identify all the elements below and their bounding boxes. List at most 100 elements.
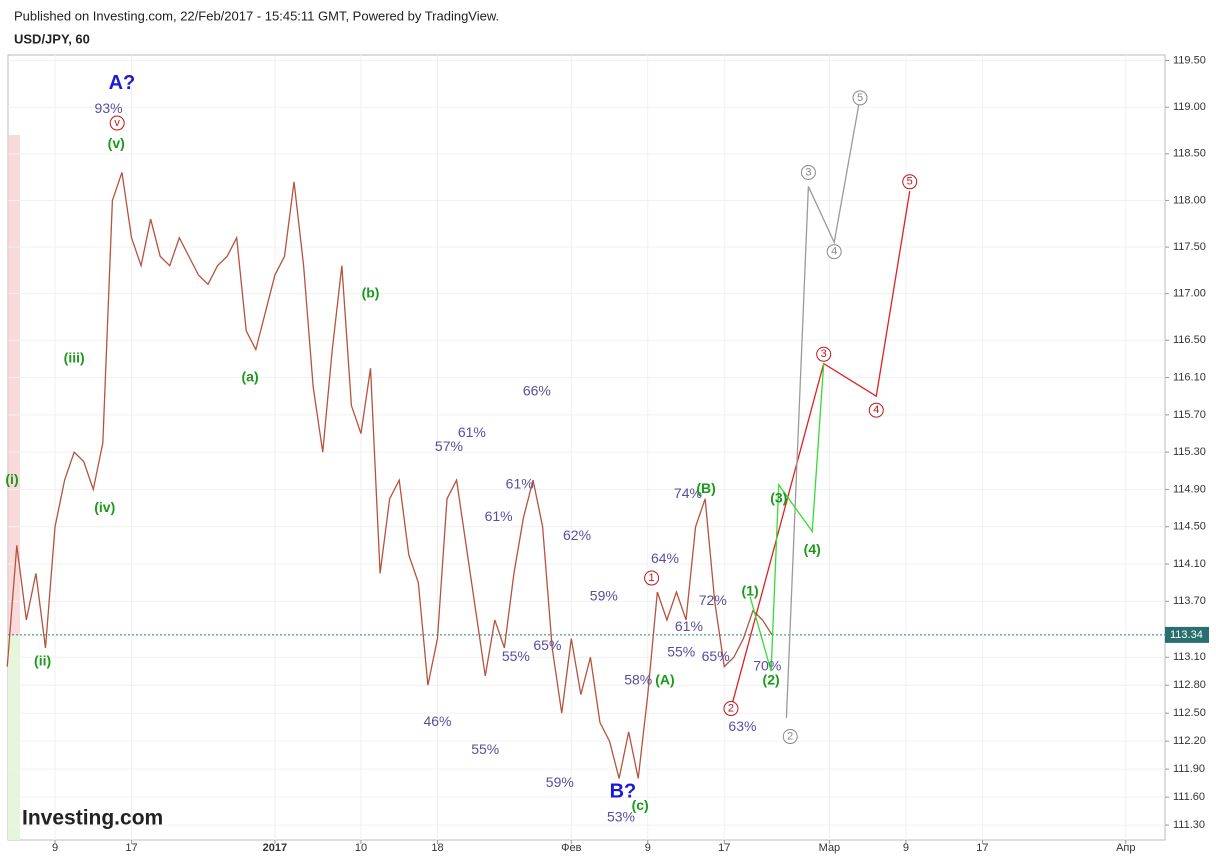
y-tick-label: 116.10: [1173, 371, 1206, 383]
y-tick-label: 113.10: [1173, 651, 1206, 663]
x-tick-label: 2017: [263, 842, 287, 854]
y-tick-label: 118.50: [1173, 148, 1206, 160]
annotation: (3): [770, 489, 787, 505]
y-tick-label: 119.50: [1173, 55, 1206, 67]
annotation: (4): [804, 541, 821, 557]
annotation: (1): [742, 583, 759, 599]
annotation: 62%: [563, 527, 591, 543]
x-tick-label: 9: [52, 842, 58, 854]
y-tick-label: 117.50: [1173, 241, 1206, 253]
annotation-circle: [782, 729, 798, 745]
last-price-box: [1165, 626, 1209, 643]
annotation: 2: [728, 702, 734, 714]
annotation: 3: [821, 348, 827, 360]
y-tick-label: 112.80: [1173, 679, 1206, 691]
y-tick-label: 114.90: [1173, 483, 1206, 495]
y-tick-label: 116.50: [1173, 334, 1206, 346]
wave-projection: [730, 191, 911, 709]
annotation: B?: [610, 781, 637, 803]
x-tick-label: 17: [125, 842, 137, 854]
x-tick-label: 10: [355, 842, 367, 854]
wave-projection: [785, 97, 861, 718]
annotation: 66%: [523, 382, 551, 398]
symbol: USD/JPY, 60: [14, 31, 90, 46]
y-tick-label: 115.30: [1173, 446, 1206, 458]
annotation: 72%: [699, 592, 727, 608]
y-tick-label: 111.60: [1173, 791, 1205, 803]
annotation: (iv): [94, 499, 115, 515]
annotation: 3: [805, 166, 811, 178]
annotation: 93%: [95, 100, 123, 116]
annotation: (2): [763, 671, 780, 687]
logo: Investing.com: [22, 807, 163, 830]
annotation: v: [114, 117, 120, 129]
annotation: 55%: [502, 648, 530, 664]
annotation: 61%: [506, 475, 534, 491]
x-tick-label: 17: [976, 842, 988, 854]
annotation-circle: [902, 174, 918, 190]
annotation: (i): [5, 471, 18, 487]
annotation: 65%: [702, 648, 730, 664]
annotation: 46%: [423, 713, 451, 729]
x-tick-label: 9: [645, 842, 651, 854]
y-tick-label: 112.50: [1173, 707, 1206, 719]
published: Published on Investing.com, 22/Feb/2017 …: [14, 8, 499, 23]
x-tick-label: 18: [431, 842, 443, 854]
annotation-circle: [723, 701, 739, 717]
y-tick-label: 112.20: [1173, 735, 1206, 747]
x-tick-label: Фев: [561, 842, 581, 854]
annotation: A?: [109, 72, 136, 94]
shade-red: [8, 135, 20, 635]
annotation: 59%: [546, 774, 574, 790]
x-tick-label: 17: [718, 842, 730, 854]
annotation: 2: [787, 730, 793, 742]
annotation: (b): [362, 284, 380, 300]
y-tick-label: 115.70: [1173, 409, 1206, 421]
annotation: 61%: [485, 508, 513, 524]
annotation-circle: [868, 402, 884, 418]
annotation-circle: [816, 346, 832, 362]
annotation: 61%: [458, 424, 486, 440]
annotation-circle: [852, 90, 868, 106]
annotation-circle: [109, 115, 125, 131]
x-tick-label: Мар: [819, 842, 841, 854]
y-tick-label: 113.70: [1173, 595, 1206, 607]
annotation: (iii): [64, 350, 85, 366]
annotation: 5: [907, 176, 913, 188]
y-tick-label: 114.10: [1173, 558, 1206, 570]
annotation: 63%: [728, 718, 756, 734]
annotation: 53%: [607, 808, 635, 824]
annotation: 55%: [667, 643, 695, 659]
last-price-label: 113.34: [1170, 629, 1203, 641]
annotation: (ii): [34, 653, 51, 669]
annotation: (B): [696, 480, 715, 496]
annotation: 64%: [651, 550, 679, 566]
annotation: 55%: [471, 741, 499, 757]
x-tick-label: 9: [903, 842, 909, 854]
y-tick-label: 111.90: [1173, 763, 1205, 775]
y-tick-label: 119.00: [1173, 101, 1206, 113]
annotation: 70%: [753, 657, 781, 673]
shade-green: [8, 635, 20, 840]
annotation: 59%: [590, 587, 618, 603]
annotation: 4: [831, 246, 837, 258]
y-tick-label: 111.30: [1173, 819, 1205, 831]
y-tick-label: 114.50: [1173, 521, 1206, 533]
annotation: 1: [649, 572, 655, 584]
annotation: 5: [857, 92, 863, 104]
annotation-circle: [644, 570, 660, 586]
price-line: [6, 172, 773, 779]
y-tick-label: 118.00: [1173, 194, 1206, 206]
annotation: 61%: [675, 618, 703, 634]
annotation: (v): [108, 135, 125, 151]
annotation: (c): [632, 797, 649, 813]
annotation-circle: [800, 164, 816, 180]
annotation: 58%: [624, 671, 652, 687]
annotation: (A): [655, 671, 674, 687]
y-tick-label: 117.00: [1173, 288, 1206, 300]
annotation: 4: [873, 404, 879, 416]
annotation-circle: [826, 244, 842, 260]
